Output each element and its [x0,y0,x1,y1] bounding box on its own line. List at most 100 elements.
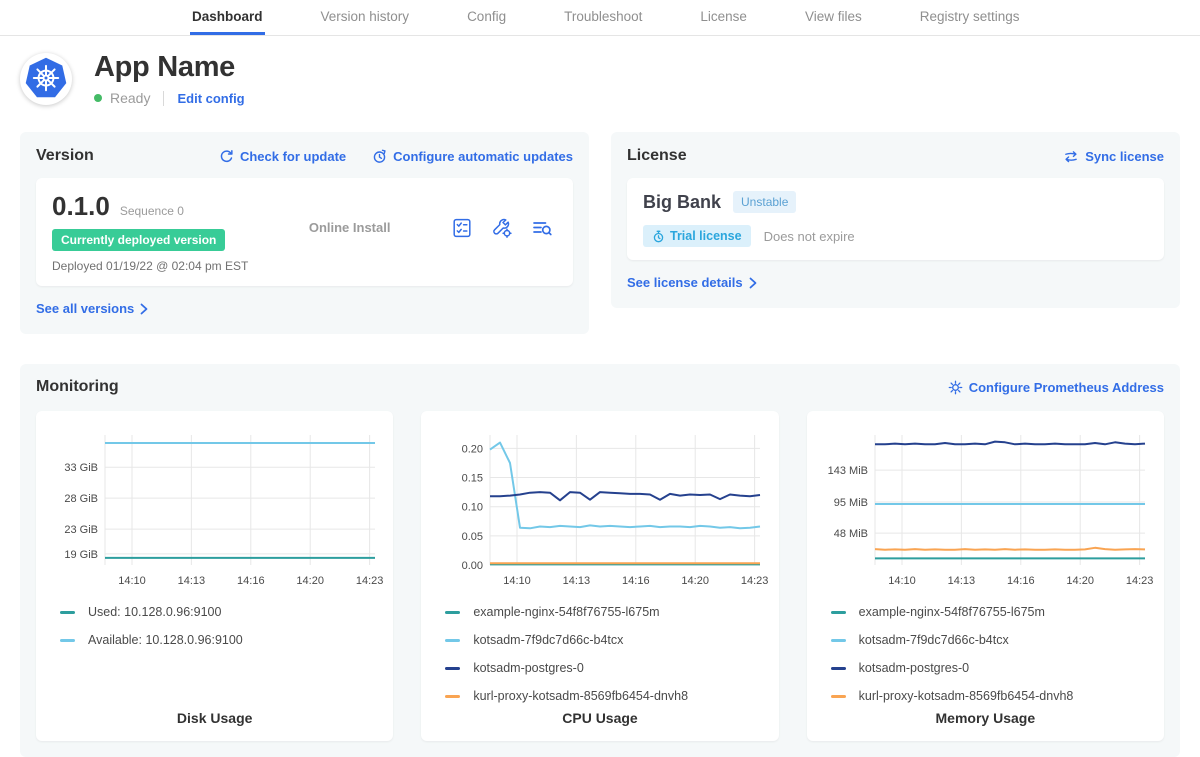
y-axis-tick-label: 33 GiB [64,462,98,474]
license-panel-title: License [627,147,687,165]
legend-item: kotsadm-postgres-0 [831,661,1140,675]
x-axis-tick-label: 14:20 [296,575,324,587]
see-license-details-link[interactable]: See license details [627,275,757,290]
edit-config-link[interactable]: Edit config [177,91,244,106]
legend-item: kotsadm-7f9dc7d66c-b4tcx [831,633,1140,647]
y-axis-tick-label: 143 MiB [828,465,868,477]
legend-item: kotsadm-7f9dc7d66c-b4tcx [445,633,754,647]
license-type-badge: Trial license [643,225,751,247]
legend-item: kurl-proxy-kotsadm-8569fb6454-dnvh8 [445,689,754,703]
series-line [875,442,1145,445]
configure-automatic-updates-button[interactable]: Configure automatic updates [372,149,573,164]
disk-usage-chart: 14:1014:1314:1614:2014:2333 GiB28 GiB23 … [47,423,383,595]
monitoring-panel: Monitoring Configure Prometheus Address … [20,364,1180,757]
deployed-timestamp: Deployed 01/19/22 @ 02:04 pm EST [52,259,248,273]
chevron-right-icon [140,303,148,315]
license-panel: License Sync license Big Bank Unstable [611,132,1180,308]
edit-config-wrench-icon[interactable] [491,217,513,239]
see-all-versions-link[interactable]: See all versions [36,301,148,316]
y-axis-tick-label: 0.05 [462,531,483,543]
legend-swatch [831,639,846,642]
x-axis-tick-label: 14:16 [1007,575,1035,587]
x-axis-tick-label: 14:20 [1067,575,1095,587]
kubernetes-logo-icon [20,53,72,105]
gear-icon [948,380,963,395]
version-panel: Version Check for update [20,132,589,334]
legend-label: kurl-proxy-kotsadm-8569fb6454-dnvh8 [859,689,1074,703]
preflight-checks-icon[interactable] [451,217,473,239]
x-axis-tick-label: 14:23 [355,575,382,587]
tab-dashboard[interactable]: Dashboard [190,0,265,35]
cpu-usage-legend: example-nginx-54f8f76755-l675m kotsadm-7f… [429,595,770,703]
legend-label: kotsadm-postgres-0 [473,661,583,675]
series-line [490,443,760,529]
legend-swatch [445,639,460,642]
cpu-usage-chart-card: 14:1014:1314:1614:2014:230.200.150.100.0… [421,411,778,741]
legend-item: example-nginx-54f8f76755-l675m [831,605,1140,619]
y-axis-tick-label: 0.15 [462,473,483,485]
legend-label: example-nginx-54f8f76755-l675m [473,605,659,619]
memory-usage-chart-card: 14:1014:1314:1614:2014:23143 MiB95 MiB48… [807,411,1164,741]
x-axis-tick-label: 14:13 [948,575,976,587]
series-line [490,492,760,500]
y-axis-tick-label: 28 GiB [64,493,98,505]
summary-cards-row: Version Check for update [0,106,1200,334]
legend-swatch [60,611,75,614]
legend-swatch [831,667,846,670]
sync-license-button[interactable]: Sync license [1063,149,1164,164]
tab-license[interactable]: License [698,0,749,35]
check-for-update-button[interactable]: Check for update [219,149,346,164]
x-axis-tick-label: 14:16 [622,575,650,587]
sync-arrows-icon [1063,149,1079,164]
disk-usage-legend: Used: 10.128.0.96:9100 Available: 10.128.… [44,595,385,647]
disk-usage-chart-card: 14:1014:1314:1614:2014:2333 GiB28 GiB23 … [36,411,393,741]
tab-config[interactable]: Config [465,0,508,35]
legend-label: kotsadm-7f9dc7d66c-b4tcx [473,633,623,647]
app-header: App Name Ready Edit config [0,36,1200,106]
monitoring-title: Monitoring [36,378,119,396]
tab-version-history[interactable]: Version history [319,0,412,35]
tab-view-files[interactable]: View files [803,0,864,35]
app-title: App Name [94,51,245,84]
current-version-card: 0.1.0 Sequence 0 Currently deployed vers… [36,178,573,286]
x-axis-tick-label: 14:10 [503,575,531,587]
legend-swatch [831,695,846,698]
legend-item: kurl-proxy-kotsadm-8569fb6454-dnvh8 [831,689,1140,703]
legend-item: example-nginx-54f8f76755-l675m [445,605,754,619]
x-axis-tick-label: 14:10 [118,575,146,587]
version-number: 0.1.0 [52,191,110,222]
legend-label: Used: 10.128.0.96:9100 [88,605,221,619]
y-axis-tick-label: 48 MiB [834,528,868,540]
y-axis-tick-label: 0.00 [462,560,483,572]
deployed-version-badge: Currently deployed version [52,229,225,251]
series-line [875,548,1145,550]
legend-swatch [445,695,460,698]
y-axis-tick-label: 95 MiB [834,497,868,509]
charts-row: 14:1014:1314:1614:2014:2333 GiB28 GiB23 … [36,411,1164,741]
sync-license-label: Sync license [1085,149,1164,164]
install-type-label: Online Install [309,220,391,245]
stopwatch-icon [652,230,665,243]
app-status-text: Ready [110,90,150,106]
x-axis-tick-label: 14:13 [177,575,205,587]
see-all-versions-label: See all versions [36,301,134,316]
configure-prometheus-button[interactable]: Configure Prometheus Address [948,380,1164,395]
chart-title: Disk Usage [177,710,252,726]
legend-label: kurl-proxy-kotsadm-8569fb6454-dnvh8 [473,689,688,703]
legend-label: Available: 10.128.0.96:9100 [88,633,243,647]
divider [163,91,164,106]
legend-swatch [445,611,460,614]
memory-usage-legend: example-nginx-54f8f76755-l675m kotsadm-7f… [815,595,1156,703]
status-dot [94,94,102,102]
legend-item: kotsadm-postgres-0 [445,661,754,675]
license-expiration: Does not expire [764,229,855,244]
chart-title: Memory Usage [936,710,1036,726]
top-nav: Dashboard Version history Config Trouble… [0,0,1200,36]
y-axis-tick-label: 19 GiB [64,549,98,561]
legend-label: kotsadm-7f9dc7d66c-b4tcx [859,633,1009,647]
legend-item: Available: 10.128.0.96:9100 [60,633,369,647]
tab-registry-settings[interactable]: Registry settings [918,0,1022,35]
deploy-logs-icon[interactable] [531,217,553,239]
tab-troubleshoot[interactable]: Troubleshoot [562,0,644,35]
channel-badge: Unstable [733,191,796,213]
